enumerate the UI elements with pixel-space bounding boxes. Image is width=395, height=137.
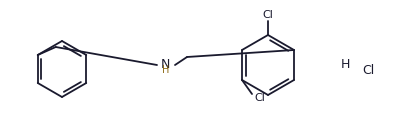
Text: Cl: Cl xyxy=(362,65,374,78)
Text: N: N xyxy=(160,58,170,71)
Text: Cl: Cl xyxy=(263,10,273,20)
Text: H: H xyxy=(340,58,350,72)
Text: H: H xyxy=(162,65,169,75)
Text: Cl: Cl xyxy=(255,93,265,103)
